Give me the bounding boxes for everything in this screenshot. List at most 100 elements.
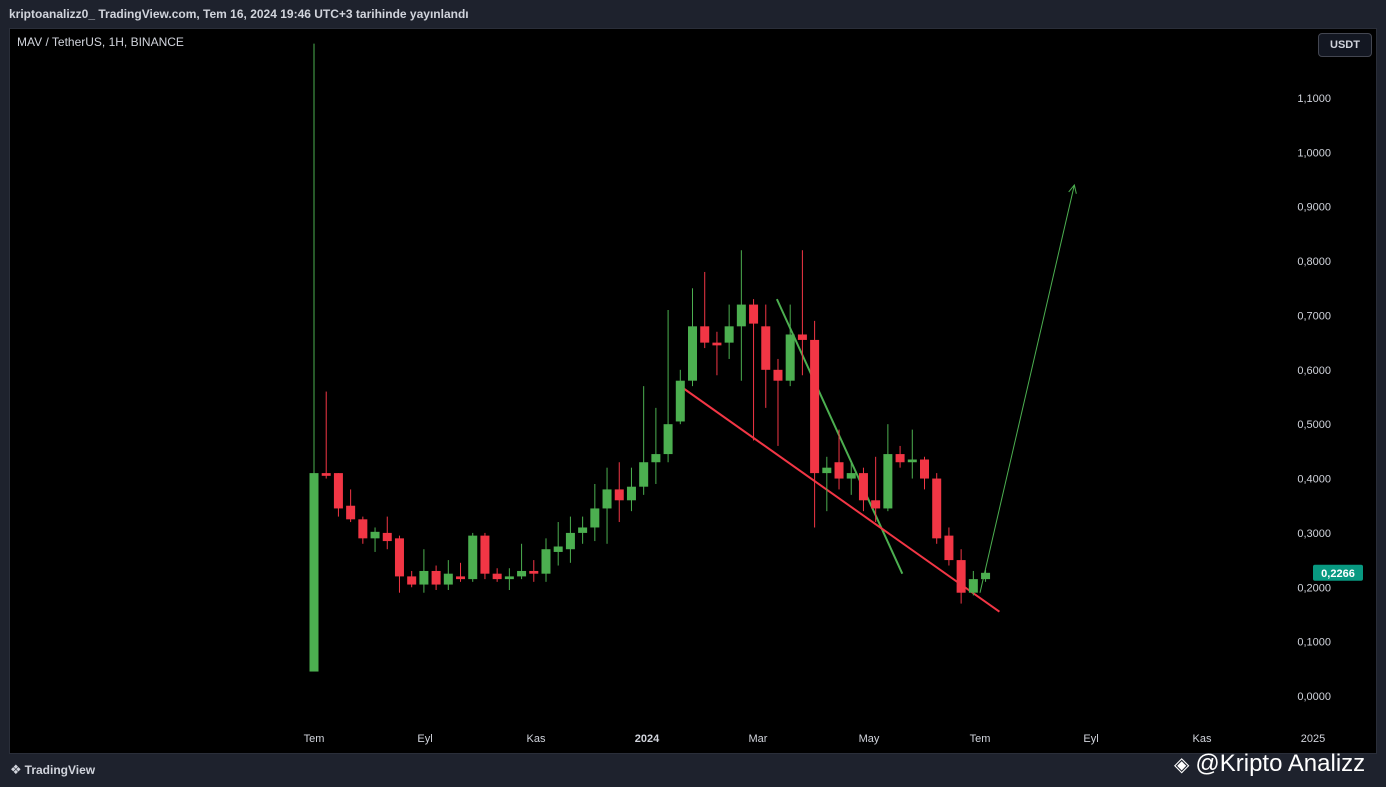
bearish-candle[interactable] (358, 516, 368, 544)
bullish-candle[interactable] (626, 467, 636, 512)
bullish-candle[interactable] (468, 532, 478, 582)
watermark: ◈ @Kripto Analizz (1174, 750, 1365, 778)
candle-body (614, 489, 624, 501)
candle-body (895, 454, 905, 463)
bearish-candle[interactable] (834, 429, 844, 490)
candle-body (749, 304, 759, 324)
tradingview-logo[interactable]: ❖ TradingView (10, 762, 95, 778)
bearish-candle[interactable] (810, 320, 820, 528)
candle-body (394, 538, 404, 577)
bearish-candle[interactable] (480, 532, 490, 580)
candle-body (956, 560, 966, 593)
bearish-candle[interactable] (382, 516, 392, 550)
bullish-candle[interactable] (565, 516, 575, 563)
candle-body (529, 570, 539, 574)
bullish-candle[interactable] (419, 549, 429, 593)
candle-body (651, 454, 661, 463)
time-tick-label: 2024 (635, 733, 660, 745)
bullish-candle[interactable] (724, 304, 734, 359)
bullish-candle[interactable] (651, 407, 661, 484)
candle-body (858, 473, 868, 501)
price-tick-label: 0,0000 (1297, 691, 1331, 703)
bullish-candle[interactable] (504, 568, 514, 590)
candle-body (944, 535, 954, 561)
currency-badge[interactable]: USDT (1318, 33, 1372, 57)
bearish-candle[interactable] (797, 250, 807, 376)
bullish-candle[interactable] (578, 516, 588, 544)
price-tick-label: 0,7000 (1297, 310, 1331, 322)
bearish-candle[interactable] (346, 489, 356, 523)
bullish-candle[interactable] (663, 310, 673, 463)
price-tick-label: 0,9000 (1297, 202, 1331, 214)
bullish-candle[interactable] (846, 462, 856, 495)
bearish-candle[interactable] (700, 271, 710, 349)
candle-body (565, 532, 575, 550)
time-tick-label: Mar (749, 733, 768, 745)
bearish-candle[interactable] (932, 473, 942, 544)
bullish-candle[interactable] (736, 250, 746, 381)
bearish-candle[interactable] (614, 462, 624, 523)
symbol-info[interactable]: MAV / TetherUS, 1H, BINANCE (17, 35, 184, 49)
bullish-candle[interactable] (590, 483, 600, 542)
candle-body (321, 473, 331, 476)
candle-body (480, 535, 490, 574)
trendline-resistance[interactable] (775, 298, 904, 575)
candle-body (724, 326, 734, 343)
footer-bar (0, 754, 1386, 787)
bearish-candle[interactable] (956, 549, 966, 604)
candle-body (590, 508, 600, 528)
bullish-candle[interactable] (981, 569, 991, 582)
candle-body (346, 505, 356, 520)
bullish-candle[interactable] (443, 560, 453, 590)
tradingview-logo-text: TradingView (24, 763, 96, 777)
candle-body (578, 527, 588, 533)
bullish-candle[interactable] (309, 43, 319, 672)
bullish-candle[interactable] (883, 424, 893, 512)
bearish-candle[interactable] (712, 331, 722, 376)
bullish-candle[interactable] (785, 304, 795, 387)
bearish-candle[interactable] (749, 299, 759, 441)
bearish-candle[interactable] (492, 568, 502, 582)
bullish-candle[interactable] (541, 538, 551, 582)
candle-body (333, 473, 343, 509)
bullish-candle[interactable] (688, 288, 698, 387)
candle-body (517, 570, 527, 577)
candle-body (456, 576, 466, 580)
bearish-candle[interactable] (773, 358, 783, 446)
bullish-candle[interactable] (968, 570, 978, 596)
price-axis[interactable]: 1,1000 1,0000 0,9000 0,8000 0,7000 0,6000 0,50… (1297, 93, 1331, 703)
bullish-candle[interactable] (553, 522, 563, 566)
bearish-candle[interactable] (529, 560, 539, 582)
candle-body (602, 489, 612, 509)
bearish-candle[interactable] (394, 535, 404, 593)
bullish-candle[interactable] (822, 456, 832, 512)
bullish-candle[interactable] (517, 543, 527, 580)
bearish-candle[interactable] (858, 467, 868, 512)
bearish-candle[interactable] (920, 456, 929, 490)
bullish-candle[interactable] (907, 429, 917, 479)
candle-body (920, 459, 929, 479)
bearish-candle[interactable] (407, 570, 417, 588)
candle-body (541, 549, 551, 574)
bullish-candle[interactable] (675, 369, 685, 425)
candle-body (675, 380, 685, 422)
price-tick-label: 0,6000 (1297, 365, 1331, 377)
candle-body (797, 334, 807, 340)
bullish-candle[interactable] (370, 527, 380, 552)
bullish-candle[interactable] (602, 467, 612, 544)
chart-pane[interactable] (9, 28, 1377, 754)
bullish-candle[interactable] (639, 386, 649, 495)
bearish-candle[interactable] (895, 445, 905, 468)
bearish-candle[interactable] (321, 391, 331, 479)
bearish-candle[interactable] (871, 456, 881, 523)
bearish-candle[interactable] (944, 527, 954, 566)
trendline-target-arrow[interactable] (979, 184, 1075, 593)
bearish-candle[interactable] (761, 304, 771, 408)
time-axis[interactable]: Tem Eyl Kas 2024 Mar May Tem Eyl Kas 2025 (304, 733, 1326, 745)
bearish-candle[interactable] (333, 473, 343, 517)
candle-body (736, 304, 746, 327)
bearish-candle[interactable] (456, 562, 466, 582)
bearish-candle[interactable] (431, 565, 441, 590)
trendline-support[interactable] (679, 385, 1001, 613)
